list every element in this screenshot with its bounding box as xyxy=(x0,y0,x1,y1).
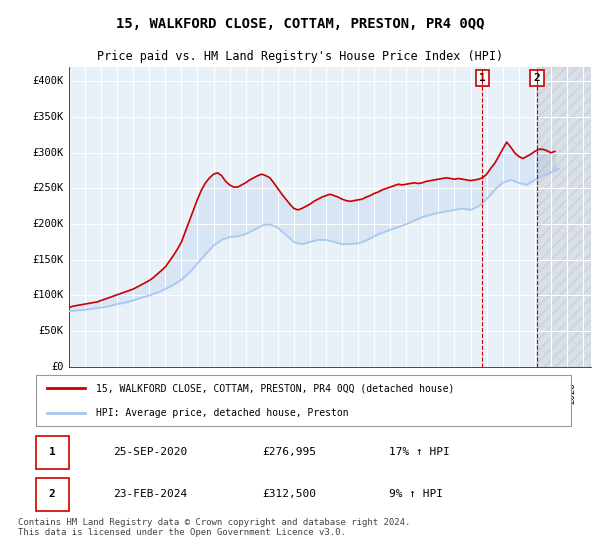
Text: £200K: £200K xyxy=(32,219,64,229)
FancyBboxPatch shape xyxy=(35,478,68,511)
Text: 2005: 2005 xyxy=(230,382,239,404)
Text: 2002: 2002 xyxy=(181,382,190,404)
Text: 2021: 2021 xyxy=(487,382,496,404)
Text: 2009: 2009 xyxy=(294,382,303,404)
Text: £312,500: £312,500 xyxy=(262,489,316,499)
Text: 15, WALKFORD CLOSE, COTTAM, PRESTON, PR4 0QQ: 15, WALKFORD CLOSE, COTTAM, PRESTON, PR4… xyxy=(116,17,484,31)
Text: 2004: 2004 xyxy=(214,382,223,404)
Text: £100K: £100K xyxy=(32,291,64,301)
Text: £50K: £50K xyxy=(39,326,64,336)
Text: 1: 1 xyxy=(479,73,485,83)
Text: HPI: Average price, detached house, Preston: HPI: Average price, detached house, Pres… xyxy=(96,408,349,418)
Text: 2026: 2026 xyxy=(567,382,576,404)
Text: 23-FEB-2024: 23-FEB-2024 xyxy=(113,489,187,499)
Text: 2: 2 xyxy=(49,489,55,499)
FancyBboxPatch shape xyxy=(35,375,571,426)
Text: 2020: 2020 xyxy=(470,382,479,404)
Bar xyxy=(537,67,591,367)
Text: 2007: 2007 xyxy=(262,382,271,404)
Text: 2025: 2025 xyxy=(551,382,560,404)
Text: £400K: £400K xyxy=(32,77,64,86)
Text: £276,995: £276,995 xyxy=(262,447,316,458)
FancyBboxPatch shape xyxy=(35,436,68,469)
Text: 2: 2 xyxy=(533,73,541,83)
Text: 25-SEP-2020: 25-SEP-2020 xyxy=(113,447,187,458)
Text: 2011: 2011 xyxy=(326,382,335,404)
Text: 2023: 2023 xyxy=(519,382,528,404)
Text: 1999: 1999 xyxy=(133,382,142,404)
Text: 2015: 2015 xyxy=(390,382,399,404)
Text: 2010: 2010 xyxy=(310,382,319,404)
Text: 2017: 2017 xyxy=(422,382,431,404)
Text: 9% ↑ HPI: 9% ↑ HPI xyxy=(389,489,443,499)
Text: 2000: 2000 xyxy=(149,382,158,404)
Text: 1: 1 xyxy=(49,447,55,458)
Text: 2003: 2003 xyxy=(197,382,206,404)
Text: 2022: 2022 xyxy=(503,382,512,404)
Text: £350K: £350K xyxy=(32,112,64,122)
Text: 2012: 2012 xyxy=(342,382,351,404)
Text: 2018: 2018 xyxy=(439,382,448,404)
Text: 2006: 2006 xyxy=(245,382,254,404)
Text: 2024: 2024 xyxy=(535,382,544,404)
Text: 17% ↑ HPI: 17% ↑ HPI xyxy=(389,447,449,458)
Text: 2019: 2019 xyxy=(454,382,463,404)
Text: £0: £0 xyxy=(51,362,64,372)
Text: Price paid vs. HM Land Registry's House Price Index (HPI): Price paid vs. HM Land Registry's House … xyxy=(97,50,503,63)
Text: £150K: £150K xyxy=(32,255,64,265)
Text: 2016: 2016 xyxy=(406,382,415,404)
Text: 1995: 1995 xyxy=(69,382,78,404)
Text: 1997: 1997 xyxy=(101,382,110,404)
Text: 1998: 1998 xyxy=(117,382,126,404)
Text: 2014: 2014 xyxy=(374,382,383,404)
Text: 1996: 1996 xyxy=(85,382,94,404)
Text: 2013: 2013 xyxy=(358,382,367,404)
Text: £300K: £300K xyxy=(32,148,64,158)
Text: 2008: 2008 xyxy=(278,382,287,404)
Text: 2001: 2001 xyxy=(166,382,175,404)
Text: £250K: £250K xyxy=(32,184,64,193)
Text: 15, WALKFORD CLOSE, COTTAM, PRESTON, PR4 0QQ (detached house): 15, WALKFORD CLOSE, COTTAM, PRESTON, PR4… xyxy=(96,383,455,393)
Text: Contains HM Land Registry data © Crown copyright and database right 2024.
This d: Contains HM Land Registry data © Crown c… xyxy=(18,518,410,538)
